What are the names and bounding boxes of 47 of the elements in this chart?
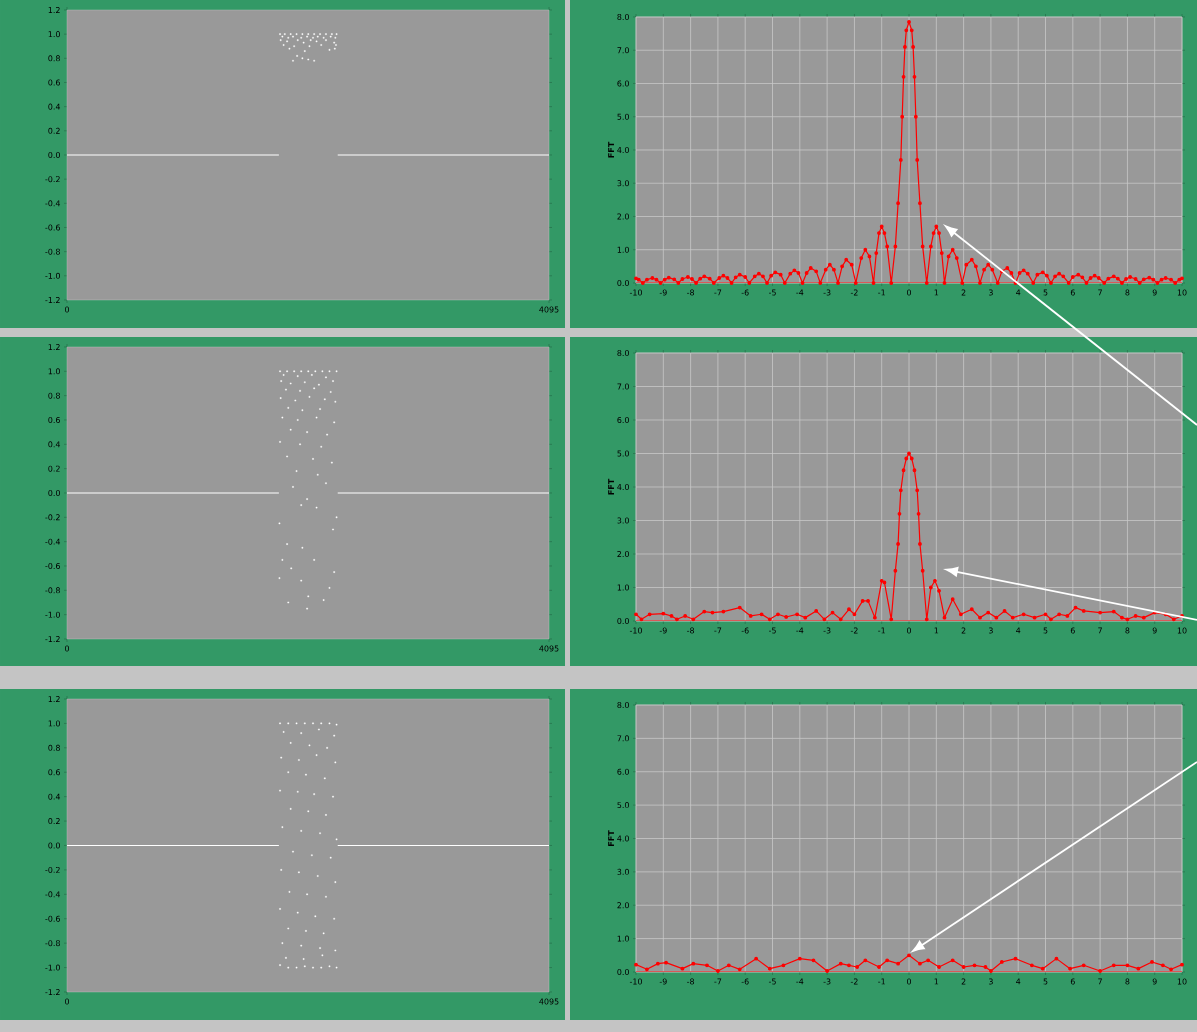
point <box>1068 966 1072 971</box>
point <box>664 960 668 965</box>
point <box>1169 967 1173 972</box>
point <box>705 963 709 968</box>
point <box>655 961 660 966</box>
point <box>1161 963 1165 968</box>
point <box>1180 962 1184 967</box>
point <box>645 967 649 972</box>
point <box>1013 956 1018 961</box>
point <box>691 961 696 966</box>
point <box>811 958 816 963</box>
point <box>847 963 851 968</box>
point <box>1054 956 1059 961</box>
point <box>781 963 786 968</box>
point <box>918 961 922 966</box>
point <box>855 965 860 969</box>
point <box>896 961 900 966</box>
point <box>737 967 742 972</box>
point <box>1150 960 1154 964</box>
point <box>937 965 941 969</box>
point <box>797 956 802 961</box>
point <box>877 965 881 969</box>
point <box>1125 963 1130 968</box>
point <box>1040 966 1045 971</box>
point <box>926 958 931 963</box>
point <box>999 960 1004 964</box>
point <box>767 966 772 971</box>
point <box>1029 963 1034 968</box>
point <box>863 958 868 963</box>
point <box>1111 963 1116 968</box>
point <box>989 969 993 973</box>
point <box>983 965 988 969</box>
point <box>972 963 977 968</box>
point <box>907 953 911 958</box>
point <box>634 962 638 967</box>
point <box>825 969 830 973</box>
point <box>838 961 843 966</box>
point <box>754 956 759 961</box>
point <box>1098 969 1103 973</box>
point <box>950 958 955 963</box>
point <box>961 965 966 969</box>
point <box>885 958 890 963</box>
point <box>680 966 685 971</box>
point <box>726 963 731 968</box>
point <box>716 969 720 973</box>
point <box>1081 963 1086 968</box>
point <box>1136 966 1141 971</box>
